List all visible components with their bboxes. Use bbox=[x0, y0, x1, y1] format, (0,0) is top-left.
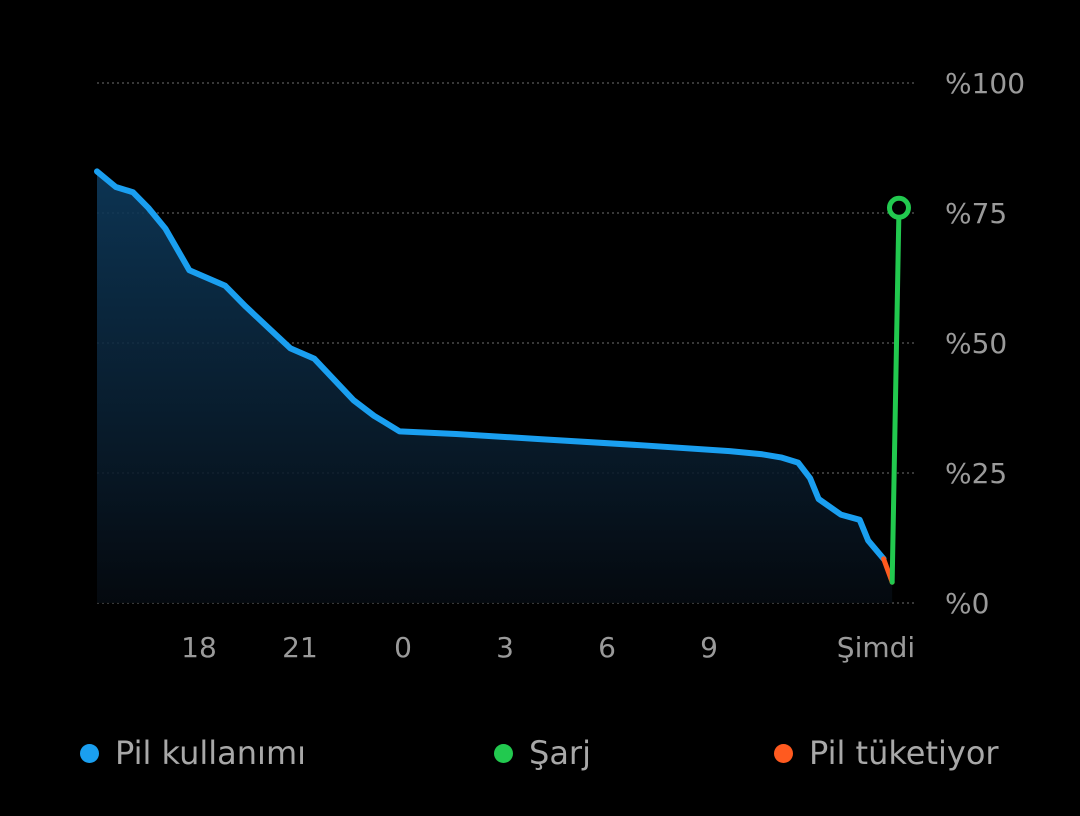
legend-item-usage: Pil kullanımı bbox=[80, 728, 306, 778]
charge-line bbox=[889, 205, 902, 585]
x-tick-label: 6 bbox=[598, 631, 616, 664]
x-tick-labels: 18 21 0 3 6 9 Şimdi bbox=[181, 631, 915, 664]
current-level-marker bbox=[886, 195, 911, 220]
usage-legend-dot bbox=[80, 743, 99, 763]
series-lines bbox=[94, 168, 902, 585]
usage-area-fill bbox=[97, 171, 893, 603]
x-tick-label: Şimdi bbox=[837, 631, 915, 664]
usage-area bbox=[97, 171, 893, 603]
x-tick-label: 9 bbox=[700, 631, 718, 664]
usage-line bbox=[94, 168, 887, 562]
legend-item-charge: Şarj bbox=[494, 728, 591, 778]
markers bbox=[886, 195, 911, 220]
x-tick-label: 18 bbox=[181, 631, 217, 664]
x-tick-label: 0 bbox=[394, 631, 412, 664]
x-tick-label: 21 bbox=[282, 631, 318, 664]
charge-legend-dot bbox=[494, 743, 513, 763]
y-tick-label: %75 bbox=[945, 197, 1007, 230]
charge-legend-label: Şarj bbox=[529, 734, 591, 772]
battery-level-chart: %100 %75 %50 %25 %0 18 21 0 3 6 9 Şimdi bbox=[94, 67, 1025, 664]
legend-item-drain: Pil tüketiyor bbox=[774, 728, 999, 778]
drain-legend-label: Pil tüketiyor bbox=[809, 734, 999, 772]
y-tick-label: %25 bbox=[945, 457, 1007, 490]
y-tick-label: %0 bbox=[945, 587, 989, 620]
drain-legend-dot bbox=[774, 743, 793, 763]
x-tick-label: 3 bbox=[496, 631, 514, 664]
y-tick-label: %100 bbox=[945, 67, 1025, 100]
y-tick-label: %50 bbox=[945, 327, 1007, 360]
y-tick-labels: %100 %75 %50 %25 %0 bbox=[945, 67, 1025, 620]
usage-legend-label: Pil kullanımı bbox=[115, 734, 306, 772]
